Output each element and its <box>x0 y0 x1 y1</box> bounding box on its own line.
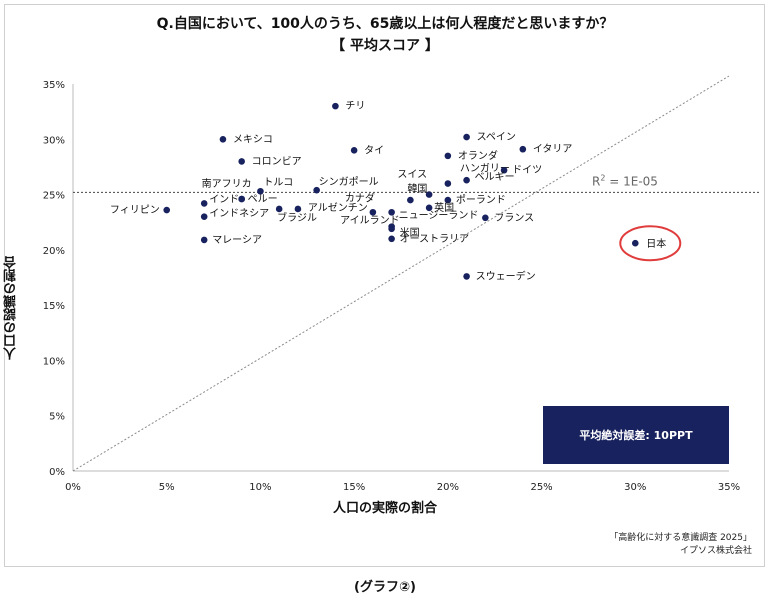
data-point-label: スウェーデン <box>476 269 536 282</box>
data-point-label: インド <box>209 194 239 205</box>
data-point <box>519 145 527 153</box>
data-point-label: 日本 <box>646 237 666 250</box>
data-point-label: メキシコ <box>233 134 273 145</box>
data-point-label: タイ <box>364 144 384 156</box>
data-point-label: ハンガリー <box>460 163 510 175</box>
data-point <box>463 176 470 184</box>
data-point-label: 南アフリカ <box>202 177 252 190</box>
data-point-label: スイス <box>397 170 427 181</box>
data-point <box>388 235 395 243</box>
data-point <box>238 195 245 203</box>
data-point-label: オーストラリア <box>400 233 470 245</box>
data-point-label: コロンビア <box>252 155 302 167</box>
data-point-label: 韓国 <box>407 183 427 195</box>
data-point-label: ドイツ <box>512 165 542 176</box>
data-point-label: オランダ <box>458 149 498 162</box>
x-tick-label: 5% <box>159 482 175 493</box>
data-point-label: ベルギー <box>475 171 515 183</box>
data-point <box>444 196 452 204</box>
r-squared-label: R2 = 1E-05 <box>592 173 658 188</box>
data-point <box>200 236 208 244</box>
data-point-label: トルコ <box>263 177 293 188</box>
data-point <box>463 133 470 141</box>
data-point-label: ブラジル <box>277 211 317 224</box>
y-tick-label: 10% <box>43 356 65 367</box>
data-point <box>257 187 264 195</box>
data-point <box>463 273 470 280</box>
x-tick-label: 20% <box>437 482 459 493</box>
data-point-label: インドネシア <box>209 208 269 220</box>
chart-subtitle: 【 平均スコア 】 <box>331 38 439 54</box>
figure-caption: (グラフ②) <box>354 580 416 595</box>
source-line: 「高齢化に対する意識調査 2025」 <box>609 533 752 543</box>
data-point <box>631 239 639 247</box>
data-point-label: イタリア <box>533 143 573 155</box>
chart-title: Q.自国において、100人のうち、65歳以上は何人程度だと思いますか？ <box>156 16 614 32</box>
data-point <box>482 214 489 222</box>
data-point <box>425 191 433 198</box>
data-point <box>388 208 395 216</box>
data-point <box>425 204 433 212</box>
data-point-label: 英国 <box>434 201 454 214</box>
x-tick-label: 15% <box>343 482 365 493</box>
data-point <box>332 102 339 110</box>
x-tick-label: 25% <box>530 482 552 493</box>
data-point <box>238 158 245 165</box>
data-point-label: アイルランド <box>340 215 400 227</box>
y-tick-label: 5% <box>49 412 65 423</box>
data-point <box>444 180 452 187</box>
data-point-label: シンガポール <box>319 176 379 188</box>
data-point-label: フランス <box>494 212 534 224</box>
data-point <box>350 147 358 154</box>
source-company: イプソス株式会社 <box>679 546 752 556</box>
error-box <box>543 406 729 464</box>
y-tick-label: 25% <box>43 191 65 202</box>
data-point-label: アルゼンチン <box>308 202 368 214</box>
y-tick-label: 0% <box>49 467 65 478</box>
x-tick-label: 35% <box>718 482 740 493</box>
data-point <box>313 186 320 194</box>
data-point <box>275 205 283 213</box>
y-tick-label: 20% <box>43 246 65 257</box>
data-point-label: カナダ <box>345 191 375 204</box>
x-axis-label: 人口の実際の割合 <box>332 501 437 516</box>
data-point-label: 米国 <box>400 226 420 239</box>
chart-frame <box>4 4 765 567</box>
data-point-label: ニュージーランド <box>399 209 479 221</box>
data-point <box>200 213 208 220</box>
data-point-label: ペルー <box>248 194 278 205</box>
x-tick-label: 30% <box>624 482 646 493</box>
data-point-label: チリ <box>345 100 365 112</box>
data-point-label: フィリピン <box>110 204 160 216</box>
x-tick-label: 10% <box>249 482 271 493</box>
y-tick-label: 35% <box>43 80 65 91</box>
data-point <box>444 152 452 160</box>
data-point <box>407 196 414 204</box>
data-point-label: マレーシア <box>212 235 262 246</box>
x-tick-label: 0% <box>65 482 81 493</box>
data-point <box>369 208 377 216</box>
data-point <box>219 135 227 143</box>
highlight-circle <box>619 225 682 262</box>
error-box-label: 平均絶対誤差: 10PPT <box>579 428 693 442</box>
data-point <box>200 200 208 207</box>
data-point-label: ポーランド <box>456 194 506 206</box>
y-tick-label: 30% <box>43 135 65 146</box>
data-point <box>294 205 302 213</box>
y-tick-label: 15% <box>43 301 65 312</box>
data-point <box>500 166 508 174</box>
data-point <box>388 225 395 233</box>
data-point-label: スペイン <box>477 132 516 143</box>
data-point <box>163 206 171 214</box>
